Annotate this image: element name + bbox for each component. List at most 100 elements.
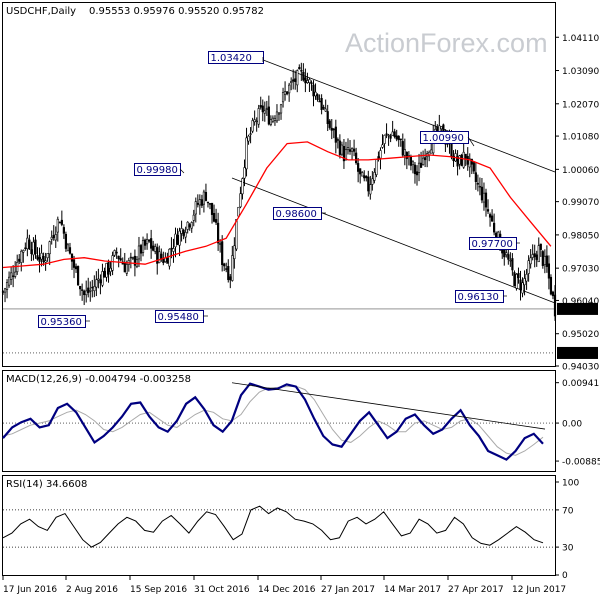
candle-body xyxy=(239,193,242,208)
candle-body xyxy=(344,149,348,160)
candle-body xyxy=(361,172,364,177)
candle-body xyxy=(306,80,309,83)
candle-body xyxy=(225,268,228,270)
price-label-text: 0.96130 xyxy=(458,292,499,303)
price-tick-label: 1.01080 xyxy=(562,133,599,143)
macd-axis: 0.009411 0.00 -0.008852 xyxy=(555,379,600,468)
candle-body xyxy=(302,72,305,81)
candle-body xyxy=(421,157,425,166)
candle-body xyxy=(515,274,518,289)
price-label-box xyxy=(38,315,86,328)
candle-body xyxy=(507,254,510,260)
candle-body xyxy=(371,178,374,185)
candle-body xyxy=(111,255,114,271)
candle-body xyxy=(89,290,92,292)
price-tick-label: 0.94030 xyxy=(562,363,599,373)
macd-signal-line xyxy=(2,385,544,456)
candle-body xyxy=(332,128,335,131)
candle-body xyxy=(79,285,82,290)
candle-body xyxy=(424,157,427,161)
candle-body xyxy=(478,185,482,188)
candle-body xyxy=(235,219,238,250)
candle-body xyxy=(38,257,41,262)
candle-body xyxy=(227,266,230,280)
price-drawings xyxy=(3,57,556,354)
candle-body xyxy=(42,256,45,263)
candle-body xyxy=(145,239,149,245)
candle-body xyxy=(219,243,222,245)
candle-body xyxy=(99,279,102,284)
candle-body xyxy=(129,256,132,259)
candle-body xyxy=(152,245,155,251)
candle-body xyxy=(1,291,5,293)
price-tick-label: 0.97030 xyxy=(562,265,599,275)
candle-body xyxy=(257,108,260,125)
candle-body xyxy=(523,278,526,286)
candle-body xyxy=(300,70,303,72)
candle-body xyxy=(525,273,528,282)
candle-body xyxy=(373,172,376,181)
candle-body xyxy=(456,156,459,167)
candle-body xyxy=(170,247,173,250)
candle-body xyxy=(464,153,467,159)
candle-body xyxy=(403,149,406,156)
candle-body xyxy=(182,229,185,236)
candle-body xyxy=(192,214,195,221)
candle-body xyxy=(178,230,181,246)
candle-body xyxy=(468,158,471,168)
candle-body xyxy=(249,133,252,135)
candle-body xyxy=(543,256,546,265)
candle-body xyxy=(62,227,65,234)
candle-body xyxy=(186,221,189,230)
candle-body xyxy=(107,261,110,275)
candle-body xyxy=(381,144,384,148)
rsi-axis: 100 70 30 0 xyxy=(555,479,579,581)
candle-body xyxy=(539,243,542,250)
candle-body xyxy=(531,254,534,258)
candle-body xyxy=(273,118,277,121)
candle-body xyxy=(93,286,96,292)
candle-body xyxy=(365,175,368,179)
candle-body xyxy=(56,218,59,233)
candle-body xyxy=(399,138,402,141)
candle-body xyxy=(34,239,37,255)
price-tick-label: 0.95020 xyxy=(562,330,599,340)
candle-body xyxy=(196,202,199,205)
candle-body xyxy=(188,224,191,228)
macd-panel-frame xyxy=(2,370,556,472)
candle-body xyxy=(12,275,15,277)
price-label-leader xyxy=(467,136,475,147)
candle-body xyxy=(44,260,47,263)
symbol-header: USDCHF,Daily xyxy=(6,6,76,17)
candle-body xyxy=(296,70,299,86)
candle-body xyxy=(10,272,13,280)
candle-body xyxy=(123,262,126,273)
candle-body xyxy=(139,245,143,254)
candle-body xyxy=(413,164,417,175)
candle-body xyxy=(72,259,76,268)
candle-body xyxy=(117,255,120,260)
candle-body xyxy=(462,151,465,168)
candle-body xyxy=(101,271,104,286)
candle-body xyxy=(294,78,297,82)
candle-body xyxy=(553,294,557,317)
last-price-box xyxy=(557,302,598,315)
moving-average-line xyxy=(2,141,552,269)
candle-body xyxy=(346,147,350,151)
candle-body xyxy=(180,228,183,234)
candle-body xyxy=(549,276,553,295)
candle-body xyxy=(527,260,530,274)
candle-body xyxy=(267,106,270,125)
candle-body xyxy=(324,108,327,112)
candle-body xyxy=(253,119,256,123)
candle-body xyxy=(283,91,287,95)
rsi-line xyxy=(2,505,544,548)
candle-body xyxy=(194,201,197,215)
candle-body xyxy=(97,278,100,281)
candle-body xyxy=(320,98,323,111)
candle-body xyxy=(393,131,396,138)
time-tick-label: 17 Jun 2016 xyxy=(3,585,57,595)
candle-body xyxy=(308,79,311,83)
candle-body xyxy=(298,67,301,70)
